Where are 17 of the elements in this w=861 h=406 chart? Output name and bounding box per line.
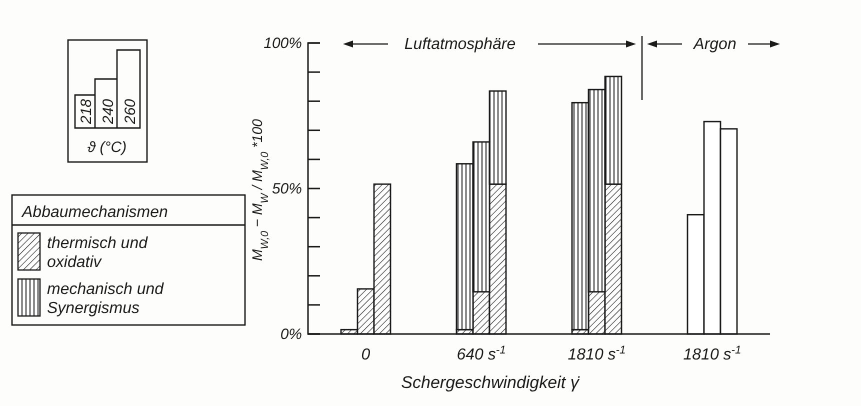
text: 240 — [100, 98, 117, 125]
text: ϑ (°C) — [87, 139, 127, 156]
annotation: Luftatmosphäre — [404, 36, 516, 53]
y-tick-label: 50% — [272, 180, 302, 198]
legend-label: thermisch und oxidativ — [47, 235, 149, 271]
x-tick-label: 0 — [361, 346, 370, 364]
x-axis-title: Schergeschwindigkeit γ̇ — [401, 373, 580, 392]
x-tick-label: 640 s$^{-1}$ — [456, 344, 506, 364]
legend-label: mechanisch und Synergismus — [47, 281, 165, 317]
y-tick-label: 100% — [264, 34, 302, 52]
y-tick-label: 0% — [280, 326, 302, 343]
text: 260 — [122, 98, 139, 125]
text: 218 — [78, 98, 95, 125]
legend-title: Abbaumechanismen — [21, 204, 168, 221]
x-tick-label: 1810 s$^{-1}$ — [568, 344, 626, 364]
annotation: Argon — [692, 36, 736, 53]
x-tick-label: 1810 s$^{-1}$ — [683, 344, 742, 364]
